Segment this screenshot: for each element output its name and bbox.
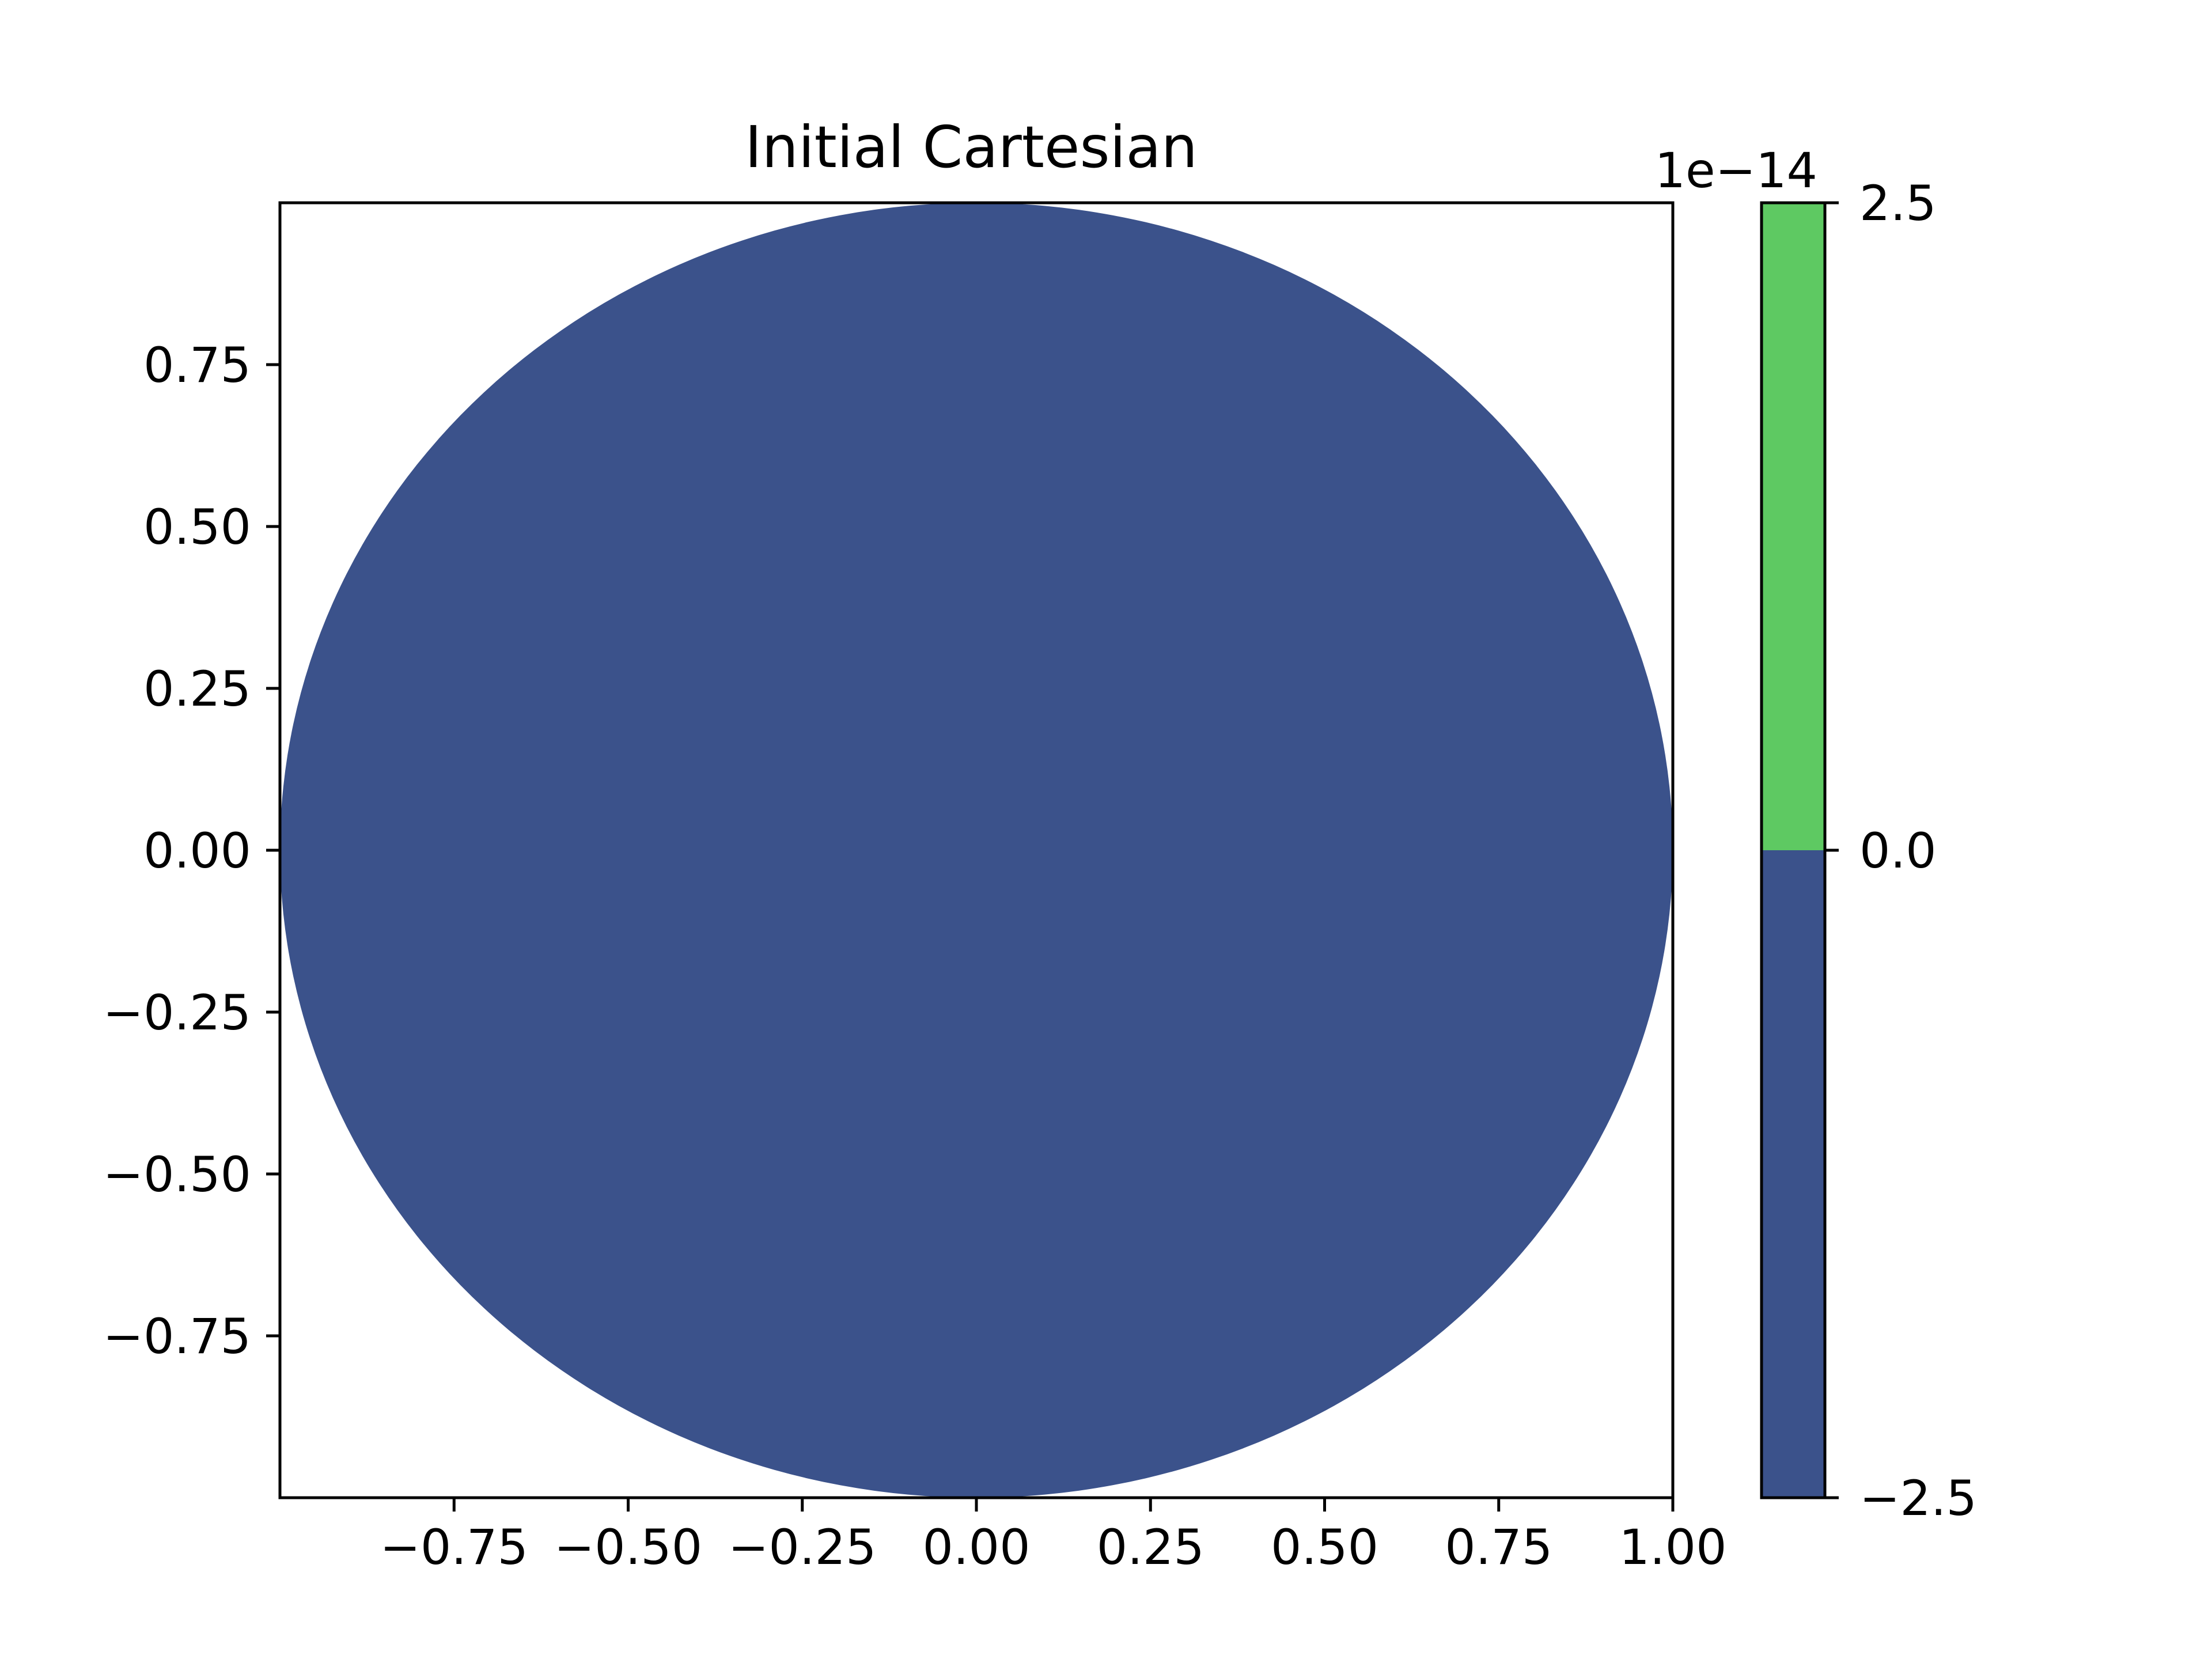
- plot-area: −0.75 −0.50 −0.25 0.00 0.25 0.50 0.75 1.00 0.75…: [103, 201, 1727, 1575]
- x-tick-label: −0.75: [380, 1519, 528, 1575]
- y-axis: 0.75 0.50 0.25 0.00 −0.25 −0.50 −0.75: [103, 337, 280, 1365]
- colorbar: −2.5 0.0 2.5 1e−14: [1655, 142, 1977, 1527]
- x-tick-label: 0.50: [1271, 1519, 1378, 1575]
- y-tick-label: 0.75: [143, 337, 251, 393]
- colorbar-tick-label: 2.5: [1859, 175, 1937, 232]
- chart-title: Initial Cartesian: [745, 113, 1198, 181]
- x-tick-label: 0.00: [922, 1519, 1030, 1575]
- x-tick-label: 0.75: [1445, 1519, 1552, 1575]
- x-tick-label: 0.25: [1097, 1519, 1205, 1575]
- y-tick-label: −0.75: [103, 1308, 251, 1365]
- disk-region: [280, 203, 1673, 1498]
- colorbar-band: [1762, 203, 1825, 850]
- colorbar-tick-label: 0.0: [1859, 823, 1937, 879]
- colorbar-band: [1762, 850, 1825, 1498]
- x-tick-label: −0.50: [554, 1519, 702, 1575]
- y-tick-label: 0.00: [143, 823, 251, 879]
- x-tick-label: −0.25: [728, 1519, 876, 1575]
- y-tick-label: −0.25: [103, 984, 251, 1041]
- y-tick-label: 0.50: [143, 499, 251, 555]
- colorbar-ticks: −2.5 0.0 2.5: [1825, 175, 1977, 1527]
- colorbar-tick-label: −2.5: [1859, 1470, 1977, 1527]
- y-tick-label: −0.50: [103, 1146, 251, 1203]
- colorbar-bands: [1762, 203, 1825, 1498]
- y-tick-label: 0.25: [143, 661, 251, 717]
- x-axis: −0.75 −0.50 −0.25 0.00 0.25 0.50 0.75 1.00: [380, 1498, 1727, 1575]
- colorbar-offset-label: 1e−14: [1655, 142, 1817, 199]
- x-tick-label: 1.00: [1619, 1519, 1726, 1575]
